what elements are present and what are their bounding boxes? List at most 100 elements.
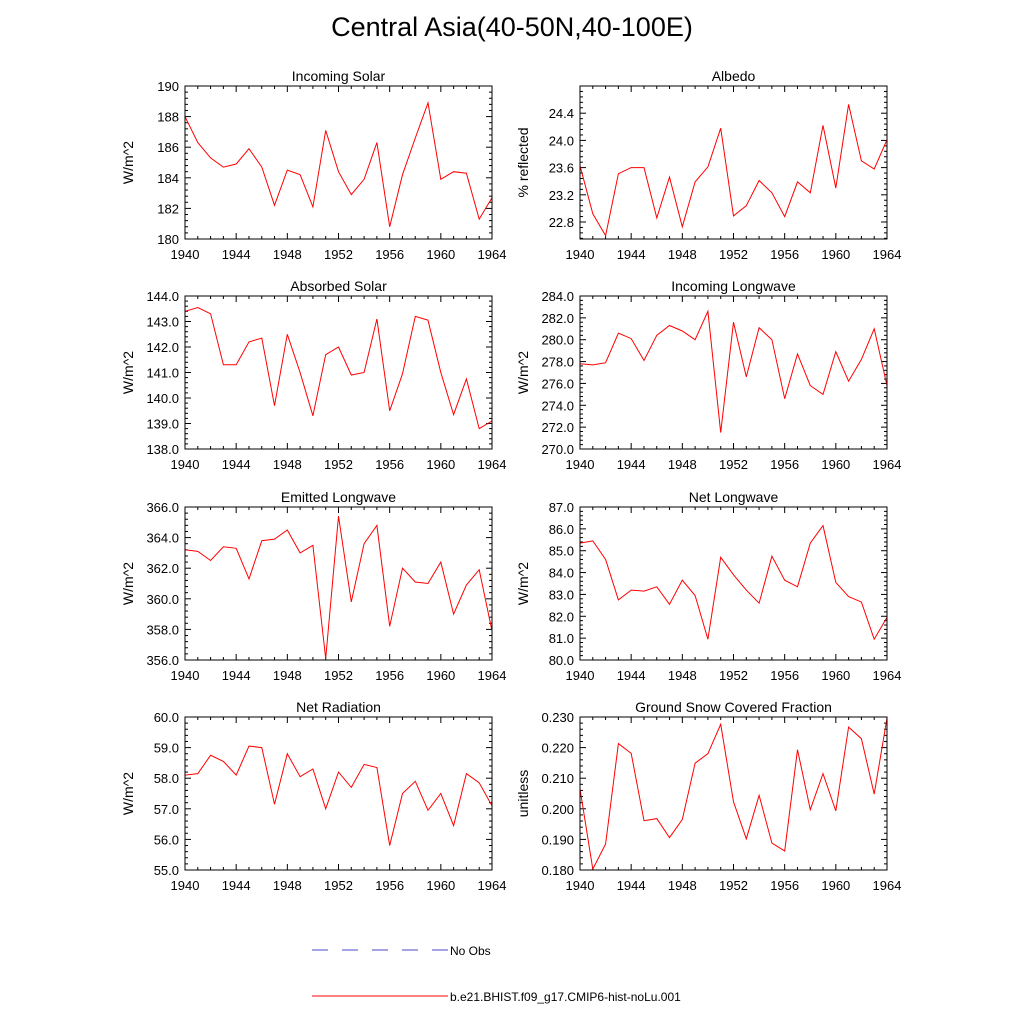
figure-title: Central Asia(40-50N,40-100E)	[331, 12, 693, 42]
y-tick-label: 0.230	[541, 710, 574, 725]
y-tick-label: 23.2	[549, 188, 574, 203]
y-tick-label: 284.0	[541, 289, 574, 304]
y-tick-label: 188	[157, 110, 179, 125]
series-line	[579, 524, 888, 641]
y-axis-label: W/m^2	[515, 562, 531, 605]
y-tick-label: 366.0	[146, 500, 179, 515]
y-axis-label: W/m^2	[120, 562, 136, 605]
plot-frame	[579, 295, 888, 450]
x-tick-label: 1940	[171, 247, 200, 262]
plot-frame	[579, 85, 888, 240]
y-tick-label: 81.0	[549, 631, 574, 646]
y-tick-label: 184	[157, 171, 179, 186]
y-tick-label: 0.220	[541, 741, 574, 756]
y-tick-label: 0.200	[541, 802, 574, 817]
legend-model-label: b.e21.BHIST.f09_g17.CMIP6-hist-noLu.001	[450, 990, 681, 1004]
x-tick-label: 1964	[873, 247, 902, 262]
x-tick-label: 1964	[873, 878, 902, 893]
y-tick-label: 362.0	[146, 561, 179, 576]
x-tick-label: 1956	[770, 457, 799, 472]
panel-2: Albedo % reflected 1940 1944 1948 1952 1956 196…	[515, 68, 901, 262]
x-tick-label: 1940	[566, 247, 595, 262]
x-tick-label: 1952	[324, 878, 353, 893]
plot-frame	[579, 506, 888, 661]
panel-3: Absorbed Solar W/m^2 1940 1944 1948 1952 1956 1…	[120, 278, 506, 472]
y-tick-label: 282.0	[541, 311, 574, 326]
x-tick-label: 1956	[770, 247, 799, 262]
panel-8: Ground Snow Covered Fraction unitless 1940…	[515, 699, 901, 893]
y-tick-label: 58.0	[154, 771, 179, 786]
y-tick-label: 360.0	[146, 592, 179, 607]
y-tick-label: 82.0	[549, 609, 574, 624]
y-tick-label: 356.0	[146, 653, 179, 668]
x-tick-label: 1944	[617, 878, 646, 893]
x-tick-label: 1944	[617, 668, 646, 683]
panel-title: Albedo	[712, 68, 756, 84]
series-line	[579, 309, 888, 433]
y-tick-label: 23.6	[549, 161, 574, 176]
x-tick-label: 1944	[222, 878, 251, 893]
y-tick-label: 86.0	[549, 522, 574, 537]
x-tick-label: 1940	[566, 878, 595, 893]
x-tick-label: 1964	[478, 668, 507, 683]
y-axis-label: W/m^2	[515, 351, 531, 394]
y-tick-label: 180	[157, 232, 179, 247]
x-tick-label: 1960	[426, 668, 455, 683]
y-tick-label: 55.0	[154, 863, 179, 878]
panel-1: Incoming Solar W/m^2 1940 1944 1948 1952 1956 1…	[120, 68, 506, 262]
x-tick-label: 1956	[375, 668, 404, 683]
x-tick-label: 1960	[426, 247, 455, 262]
series-line	[184, 100, 493, 227]
plot-frame	[184, 716, 493, 871]
x-tick-label: 1948	[668, 457, 697, 472]
x-tick-label: 1952	[719, 668, 748, 683]
y-tick-label: 142.0	[146, 340, 179, 355]
y-tick-label: 190	[157, 79, 179, 94]
legend-obs-label: No Obs	[450, 944, 491, 958]
y-tick-label: 270.0	[541, 442, 574, 457]
y-tick-label: 186	[157, 140, 179, 155]
y-tick-label: 24.0	[549, 133, 574, 148]
x-tick-label: 1964	[478, 457, 507, 472]
series-line	[184, 516, 493, 659]
x-tick-label: 1956	[375, 247, 404, 262]
x-tick-label: 1944	[222, 247, 251, 262]
x-tick-label: 1964	[478, 878, 507, 893]
panel-title: Incoming Longwave	[671, 278, 796, 294]
x-tick-label: 1960	[821, 457, 850, 472]
y-tick-label: 139.0	[146, 417, 179, 432]
x-tick-label: 1948	[273, 878, 302, 893]
y-tick-label: 87.0	[549, 500, 574, 515]
plot-frame	[184, 85, 493, 240]
plot-frame	[184, 295, 493, 450]
x-tick-label: 1944	[222, 668, 251, 683]
y-tick-label: 57.0	[154, 802, 179, 817]
x-tick-label: 1940	[171, 457, 200, 472]
panel-title: Net Longwave	[689, 489, 779, 505]
legend: No Obs b.e21.BHIST.f09_g17.CMIP6-hist-noL…	[312, 944, 681, 1004]
y-tick-label: 141.0	[146, 366, 179, 381]
x-tick-label: 1952	[324, 668, 353, 683]
y-tick-label: 276.0	[541, 376, 574, 391]
plot-frame	[579, 716, 888, 871]
panel-title: Net Radiation	[296, 699, 381, 715]
panel-title: Ground Snow Covered Fraction	[635, 699, 832, 715]
y-axis-label: % reflected	[515, 127, 531, 197]
x-tick-label: 1940	[566, 668, 595, 683]
x-tick-label: 1956	[770, 668, 799, 683]
x-tick-label: 1956	[375, 457, 404, 472]
x-tick-label: 1940	[566, 457, 595, 472]
y-tick-label: 280.0	[541, 333, 574, 348]
x-tick-label: 1964	[873, 668, 902, 683]
series-line	[184, 745, 493, 846]
panel-5: Emitted Longwave W/m^2 1940 1944 1948 1952 195…	[120, 489, 506, 683]
x-tick-label: 1960	[821, 668, 850, 683]
x-tick-label: 1956	[770, 878, 799, 893]
x-tick-label: 1948	[273, 668, 302, 683]
y-tick-label: 138.0	[146, 442, 179, 457]
x-tick-label: 1952	[324, 457, 353, 472]
panel-title: Absorbed Solar	[290, 278, 387, 294]
panel-4: Incoming Longwave W/m^2 1940 1944 1948 1952 19…	[515, 278, 901, 472]
y-tick-label: 274.0	[541, 398, 574, 413]
x-tick-label: 1952	[719, 247, 748, 262]
